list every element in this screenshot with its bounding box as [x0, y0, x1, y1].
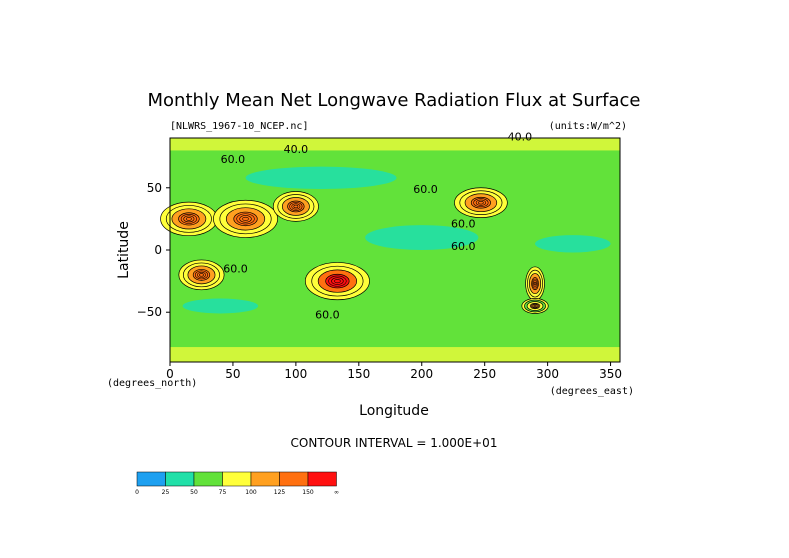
flux-feature [213, 199, 278, 238]
colorbar: 0 25 50 75 100 125 150 ∞ [135, 471, 339, 496]
polar-band-south [170, 347, 620, 362]
colorbar-level-label: ∞ [334, 489, 339, 496]
contour-label: 60.0 [221, 153, 246, 166]
contour-line [197, 271, 206, 278]
colorbar-level-label: 75 [219, 489, 227, 496]
contour-line [289, 202, 303, 211]
y-axis-label: Latitude [116, 221, 132, 279]
contour-label: 60.0 [451, 218, 476, 231]
contour-line [473, 198, 489, 208]
contour-ring [178, 212, 200, 226]
contour-line [475, 199, 487, 206]
y-tick-label: 0 [154, 243, 162, 257]
x-tick-label: 300 [536, 367, 559, 381]
units-label: (units:W/m^2) [549, 121, 627, 132]
contour-line [334, 279, 341, 284]
contour-ring [325, 273, 350, 289]
flux-feature [521, 298, 549, 314]
colorbar-swatch [250, 471, 280, 487]
polar-band-north [170, 138, 620, 151]
contour-line [533, 281, 537, 286]
low-flux-region [245, 166, 397, 190]
x-unit-label: (degrees_east) [550, 386, 634, 397]
x-tick-label: 50 [225, 367, 240, 381]
contour-line [239, 215, 252, 223]
x-tick-label: 100 [284, 367, 307, 381]
flux-feature [272, 191, 319, 222]
contour-line [293, 204, 299, 209]
flux-feature [304, 262, 370, 301]
x-tick-label: 250 [473, 367, 496, 381]
contour-line [533, 280, 538, 287]
contour-line [328, 275, 347, 287]
field-background [170, 138, 620, 362]
x-tick-label: 350 [599, 367, 622, 381]
chart-title: Monthly Mean Net Longwave Radiation Flux… [148, 90, 641, 111]
colorbar-swatch [279, 471, 309, 487]
contour-ring [233, 211, 258, 227]
colorbar-level-label: 50 [190, 489, 198, 496]
colorbar-level-label: 100 [245, 489, 257, 496]
contour-ring [531, 277, 539, 291]
contour-line [331, 277, 344, 285]
x-tick-label: 200 [410, 367, 433, 381]
colorbar-swatch [307, 471, 337, 487]
x-tick-label: 150 [347, 367, 370, 381]
colorbar-level-label: 150 [302, 489, 314, 496]
y-tick-label: 50 [147, 181, 162, 195]
file-label: [NLWRS_1967-10_NCEP.nc] [170, 121, 308, 132]
contour-line [242, 216, 249, 221]
axis-ticks: 0 50 100 150 200 250 300 350 50 0 −50 [137, 181, 622, 381]
contour-line [236, 213, 255, 225]
contour-label: 60.0 [223, 262, 248, 275]
contour-line [199, 273, 204, 277]
contour-line [533, 305, 537, 307]
colorbar-swatch [222, 471, 252, 487]
contour-label: 40.0 [284, 143, 309, 156]
contour-line [291, 203, 301, 210]
y-unit-label: (degrees_north) [107, 378, 197, 389]
contour-line [531, 303, 539, 309]
colorbar-level-label: 125 [274, 489, 286, 496]
colorbar-level-label: 0 [135, 489, 139, 496]
colorbar-swatch [136, 471, 166, 487]
flux-feature [454, 187, 508, 218]
low-flux-region [535, 235, 611, 253]
colorbar-level-label: 25 [162, 489, 170, 496]
flux-feature [525, 266, 545, 301]
contour-line [180, 213, 197, 224]
colorbar-swatch [165, 471, 195, 487]
low-flux-region [365, 225, 479, 250]
flux-feature [178, 259, 225, 291]
x-axis-label: Longitude [359, 403, 429, 419]
contour-line [532, 278, 538, 289]
plot-area: 40.0 60.0 40.0 60.0 60.0 60.0 60.0 60.0 [160, 130, 621, 363]
contour-label: 60.0 [315, 308, 340, 321]
contour-line [532, 304, 538, 308]
contour-interval-label: CONTOUR INTERVAL = 1.000E+01 [291, 436, 498, 450]
contour-line [194, 270, 208, 280]
contour-label: 60.0 [451, 240, 476, 253]
colorbar-swatch [193, 471, 223, 487]
contour-label: 60.0 [413, 183, 438, 196]
y-tick-label: −50 [137, 305, 162, 319]
low-flux-region [182, 298, 259, 314]
contour-line [185, 217, 192, 221]
contour-label: 40.0 [508, 130, 533, 143]
flux-feature [160, 201, 218, 237]
contour-line [183, 215, 195, 223]
contour-line [478, 201, 484, 205]
x-tick-label: 0 [166, 367, 174, 381]
